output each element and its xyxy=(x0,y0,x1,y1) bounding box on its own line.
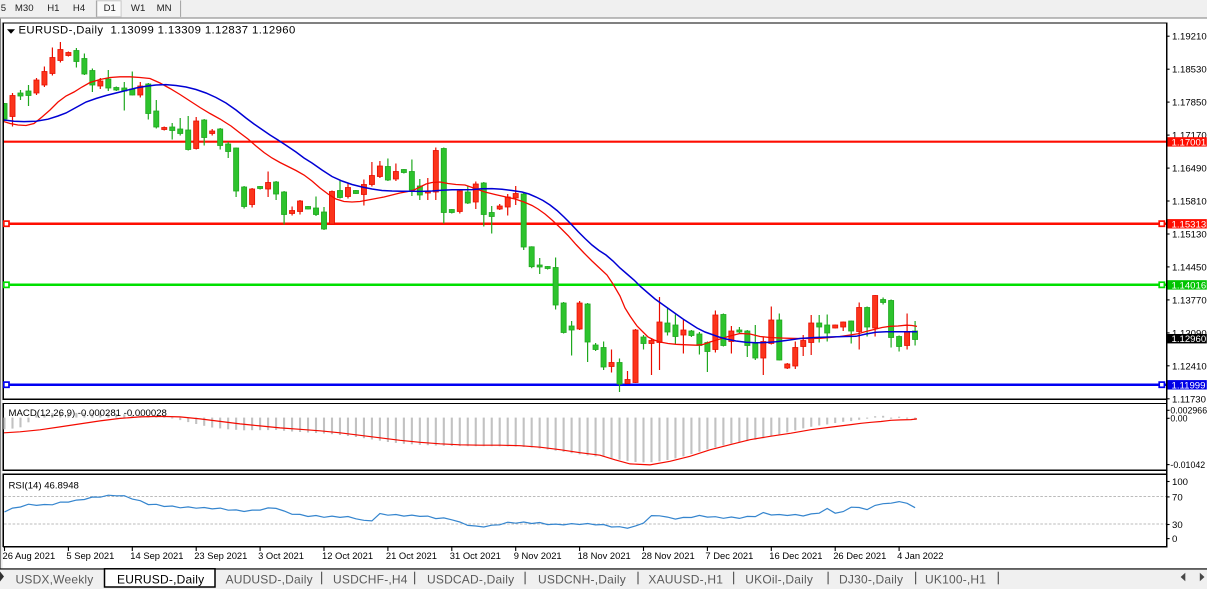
svg-text:EURUSD-,Daily 1.13099 1.13309: EURUSD-,Daily 1.13099 1.13309 1.12837 1.… xyxy=(19,25,296,37)
svg-text:USDCNH-,Daily: USDCNH-,Daily xyxy=(538,572,626,586)
svg-text:1.16490: 1.16490 xyxy=(1172,164,1207,175)
svg-text:XAUUSD-,H1: XAUUSD-,H1 xyxy=(648,572,723,586)
svg-text:1.15810: 1.15810 xyxy=(1172,197,1207,208)
svg-text:5 Sep 2021: 5 Sep 2021 xyxy=(66,550,114,561)
svg-text:UKOil-,Daily: UKOil-,Daily xyxy=(745,572,813,586)
svg-text:1.17001: 1.17001 xyxy=(1172,137,1207,148)
svg-text:1.19210: 1.19210 xyxy=(1172,32,1207,43)
svg-text:DJ30-,Daily: DJ30-,Daily xyxy=(839,572,903,586)
svg-text:H4: H4 xyxy=(73,3,86,14)
svg-text:26 Aug 2021: 26 Aug 2021 xyxy=(3,550,56,561)
svg-text:16 Dec 2021: 16 Dec 2021 xyxy=(769,550,822,561)
svg-text:7 Dec 2021: 7 Dec 2021 xyxy=(705,550,753,561)
svg-text:1.13770: 1.13770 xyxy=(1172,295,1207,306)
svg-text:1.14450: 1.14450 xyxy=(1172,262,1207,273)
svg-text:H1: H1 xyxy=(47,3,59,14)
svg-text:USDCAD-,Daily: USDCAD-,Daily xyxy=(427,572,514,586)
svg-text:14 Sep 2021: 14 Sep 2021 xyxy=(130,550,183,561)
svg-text:30: 30 xyxy=(1172,520,1183,531)
svg-text:26 Dec 2021: 26 Dec 2021 xyxy=(833,550,886,561)
svg-text:1.17170: 1.17170 xyxy=(1172,131,1207,142)
svg-text:MN: MN xyxy=(157,3,172,14)
svg-text:5: 5 xyxy=(1,3,6,14)
svg-text:1.11999: 1.11999 xyxy=(1172,380,1206,391)
svg-text:M30: M30 xyxy=(15,3,34,14)
svg-text:0.00: 0.00 xyxy=(1170,414,1187,424)
svg-text:1.11730: 1.11730 xyxy=(1172,394,1206,405)
svg-text:21 Oct 2021: 21 Oct 2021 xyxy=(386,550,437,561)
svg-text:USDCHF-,H4: USDCHF-,H4 xyxy=(333,572,408,586)
svg-text:28 Nov 2021: 28 Nov 2021 xyxy=(642,550,695,561)
svg-text:0: 0 xyxy=(1172,534,1177,545)
svg-text:MACD(12,26,9) -0.000281 -0.000: MACD(12,26,9) -0.000281 -0.000028 xyxy=(9,408,167,419)
svg-text:-0.01042: -0.01042 xyxy=(1170,460,1205,470)
svg-text:23 Sep 2021: 23 Sep 2021 xyxy=(194,550,247,561)
svg-text:W1: W1 xyxy=(131,3,145,14)
svg-text:3 Oct 2021: 3 Oct 2021 xyxy=(258,550,304,561)
svg-text:1.17850: 1.17850 xyxy=(1172,98,1207,109)
svg-text:USDX,Weekly: USDX,Weekly xyxy=(16,572,94,586)
svg-text:UK100-,H1: UK100-,H1 xyxy=(925,572,986,586)
svg-text:1.15313: 1.15313 xyxy=(1172,219,1207,230)
svg-text:1.12960: 1.12960 xyxy=(1172,334,1207,345)
svg-text:1.12410: 1.12410 xyxy=(1172,361,1207,372)
svg-text:70: 70 xyxy=(1172,492,1183,503)
svg-text:AUDUSD-,Daily: AUDUSD-,Daily xyxy=(226,572,313,586)
svg-text:RSI(14) 46.8948: RSI(14) 46.8948 xyxy=(9,480,79,491)
svg-text:18 Nov 2021: 18 Nov 2021 xyxy=(578,550,631,561)
svg-text:31 Oct 2021: 31 Oct 2021 xyxy=(450,550,501,561)
svg-text:1.14016: 1.14016 xyxy=(1172,280,1207,291)
svg-text:1.18530: 1.18530 xyxy=(1172,65,1207,76)
svg-text:0.002966: 0.002966 xyxy=(1170,406,1207,416)
svg-text:9 Nov 2021: 9 Nov 2021 xyxy=(514,550,562,561)
svg-text:1.15130: 1.15130 xyxy=(1172,230,1207,241)
svg-text:1.13090: 1.13090 xyxy=(1172,328,1207,339)
svg-text:EURUSD-,Daily: EURUSD-,Daily xyxy=(117,572,204,586)
svg-text:D1: D1 xyxy=(104,3,116,14)
svg-text:4 Jan 2022: 4 Jan 2022 xyxy=(897,550,943,561)
svg-text:100: 100 xyxy=(1172,477,1188,488)
svg-text:12 Oct 2021: 12 Oct 2021 xyxy=(322,550,373,561)
